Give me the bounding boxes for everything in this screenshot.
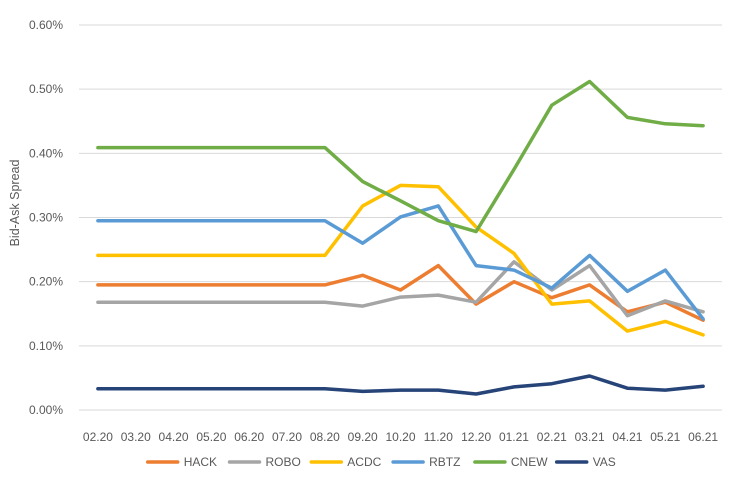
x-tick-label: 03.21 bbox=[575, 430, 605, 444]
series-line-hack bbox=[96, 263, 705, 322]
x-tick-label: 04.21 bbox=[612, 430, 642, 444]
y-tick-label: 0.60% bbox=[29, 18, 63, 32]
x-tick-label: 12.20 bbox=[461, 430, 491, 444]
x-tick-label: 04.20 bbox=[159, 430, 189, 444]
legend-label-hack: HACK bbox=[184, 455, 217, 469]
series-line-cnew bbox=[96, 79, 705, 234]
y-tick-label: 0.00% bbox=[29, 403, 63, 417]
y-axis-tick-labels: 0.00% 0.10% 0.20% 0.30% 0.40% 0.50% 0.60% bbox=[29, 18, 63, 417]
y-tick-label: 0.50% bbox=[29, 82, 63, 96]
legend-label-acdc: ACDC bbox=[347, 455, 381, 469]
series-line-rbtz bbox=[96, 204, 705, 321]
y-tick-label: 0.10% bbox=[29, 339, 63, 353]
x-tick-label: 02.20 bbox=[83, 430, 113, 444]
x-tick-label: 09.20 bbox=[348, 430, 378, 444]
x-tick-label: 10.20 bbox=[385, 430, 415, 444]
legend-label-rbtz: RBTZ bbox=[429, 455, 460, 469]
x-tick-label: 07.20 bbox=[272, 430, 302, 444]
y-axis-title: Bid-Ask Spread bbox=[8, 160, 22, 247]
legend-label-robo: ROBO bbox=[266, 455, 301, 469]
series-line-vas bbox=[96, 374, 705, 396]
x-tick-label: 02.21 bbox=[537, 430, 567, 444]
y-tick-label: 0.20% bbox=[29, 275, 63, 289]
x-tick-label: 08.20 bbox=[310, 430, 340, 444]
y-tick-label: 0.40% bbox=[29, 146, 63, 160]
y-tick-label: 0.30% bbox=[29, 211, 63, 225]
x-tick-label: 05.21 bbox=[650, 430, 680, 444]
x-tick-label: 06.20 bbox=[234, 430, 264, 444]
x-tick-label: 11.20 bbox=[424, 430, 453, 444]
x-axis-tick-labels: 02.20 03.20 04.20 05.20 06.20 07.20 08.20 09.20… bbox=[83, 430, 719, 444]
legend-label-vas: VAS bbox=[593, 455, 616, 469]
legend-label-cnew: CNEW bbox=[511, 455, 548, 469]
x-tick-label: 01.21 bbox=[499, 430, 529, 444]
series-lines bbox=[96, 79, 705, 396]
legend: HACK ROBO ACDC RBTZ CNEW VAS bbox=[145, 455, 616, 469]
series-line-acdc bbox=[96, 183, 705, 337]
x-tick-label: 03.20 bbox=[121, 430, 151, 444]
x-tick-label: 06.21 bbox=[688, 430, 718, 444]
series-line-robo bbox=[96, 260, 705, 318]
x-tick-label: 05.20 bbox=[196, 430, 226, 444]
